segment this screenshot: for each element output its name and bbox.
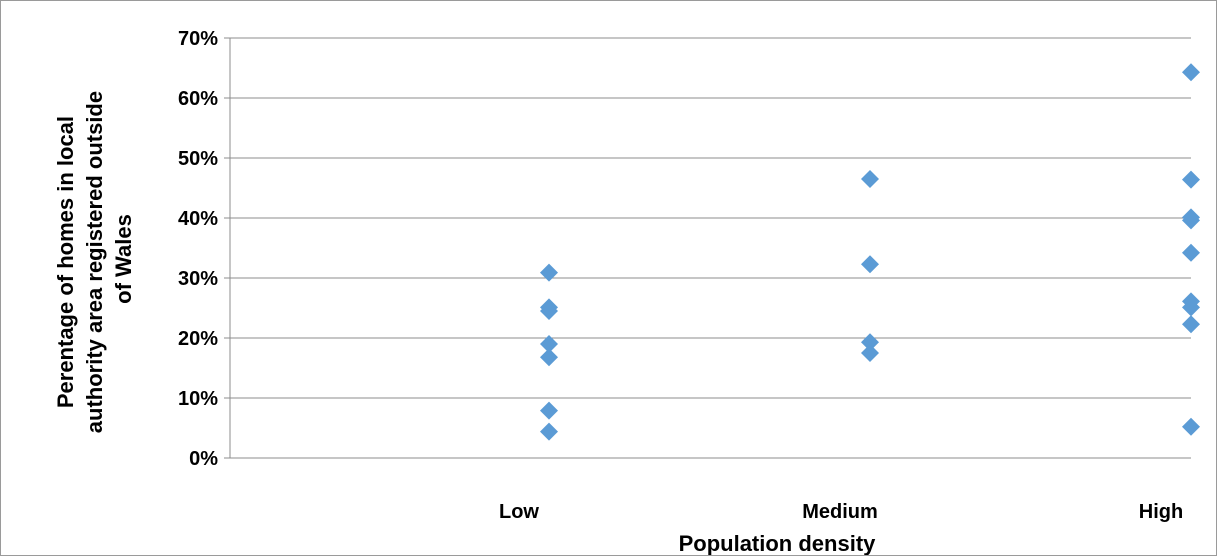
x-axis-title: Population density xyxy=(679,531,877,555)
x-tick-label: Low xyxy=(499,501,539,523)
y-tick-label: 0% xyxy=(189,448,218,470)
y-tick-label: 20% xyxy=(178,328,218,350)
data-point-diamond xyxy=(1182,63,1200,82)
axes xyxy=(224,37,1191,459)
y-tick-labels: 0% 10% 20% 30% 40% 50% 60% 70% xyxy=(178,28,218,470)
data-point-diamond xyxy=(540,335,558,353)
data-point-diamond xyxy=(540,401,558,420)
x-tick-label: Medium xyxy=(802,501,878,523)
x-tick-label: High xyxy=(1139,501,1183,523)
data-point-diamond xyxy=(861,333,879,352)
data-points xyxy=(540,63,1200,441)
y-tick-label: 40% xyxy=(178,208,218,230)
y-tick-label: 60% xyxy=(178,88,218,110)
data-point-diamond xyxy=(1182,315,1200,334)
data-point-diamond xyxy=(861,344,879,362)
data-point-diamond xyxy=(540,348,558,367)
y-tick-label: 10% xyxy=(178,388,218,410)
y-tick-label: 50% xyxy=(178,148,218,170)
y-axis-title-line-3: of Wales xyxy=(111,214,136,304)
data-point-diamond xyxy=(1182,298,1200,317)
y-axis-title-line-1: Perentage of homes in local xyxy=(53,116,78,408)
x-tick-labels: Low Medium High xyxy=(499,501,1183,523)
y-axis-title: Perentage of homes in local authority ar… xyxy=(53,85,136,433)
data-point-diamond xyxy=(540,302,558,320)
gridlines xyxy=(230,37,1191,399)
data-point-diamond xyxy=(1182,170,1200,189)
y-axis-title-line-2: authority area registered outside xyxy=(82,91,107,433)
data-point-diamond xyxy=(540,422,558,441)
data-point-diamond xyxy=(861,170,879,188)
data-point-diamond xyxy=(1182,417,1200,436)
data-point-diamond xyxy=(1182,211,1200,230)
data-point-diamond xyxy=(861,255,879,274)
data-point-diamond xyxy=(540,263,558,282)
y-tick-label: 70% xyxy=(178,28,218,50)
data-point-diamond xyxy=(1182,243,1200,262)
y-tick-label: 30% xyxy=(178,268,218,290)
